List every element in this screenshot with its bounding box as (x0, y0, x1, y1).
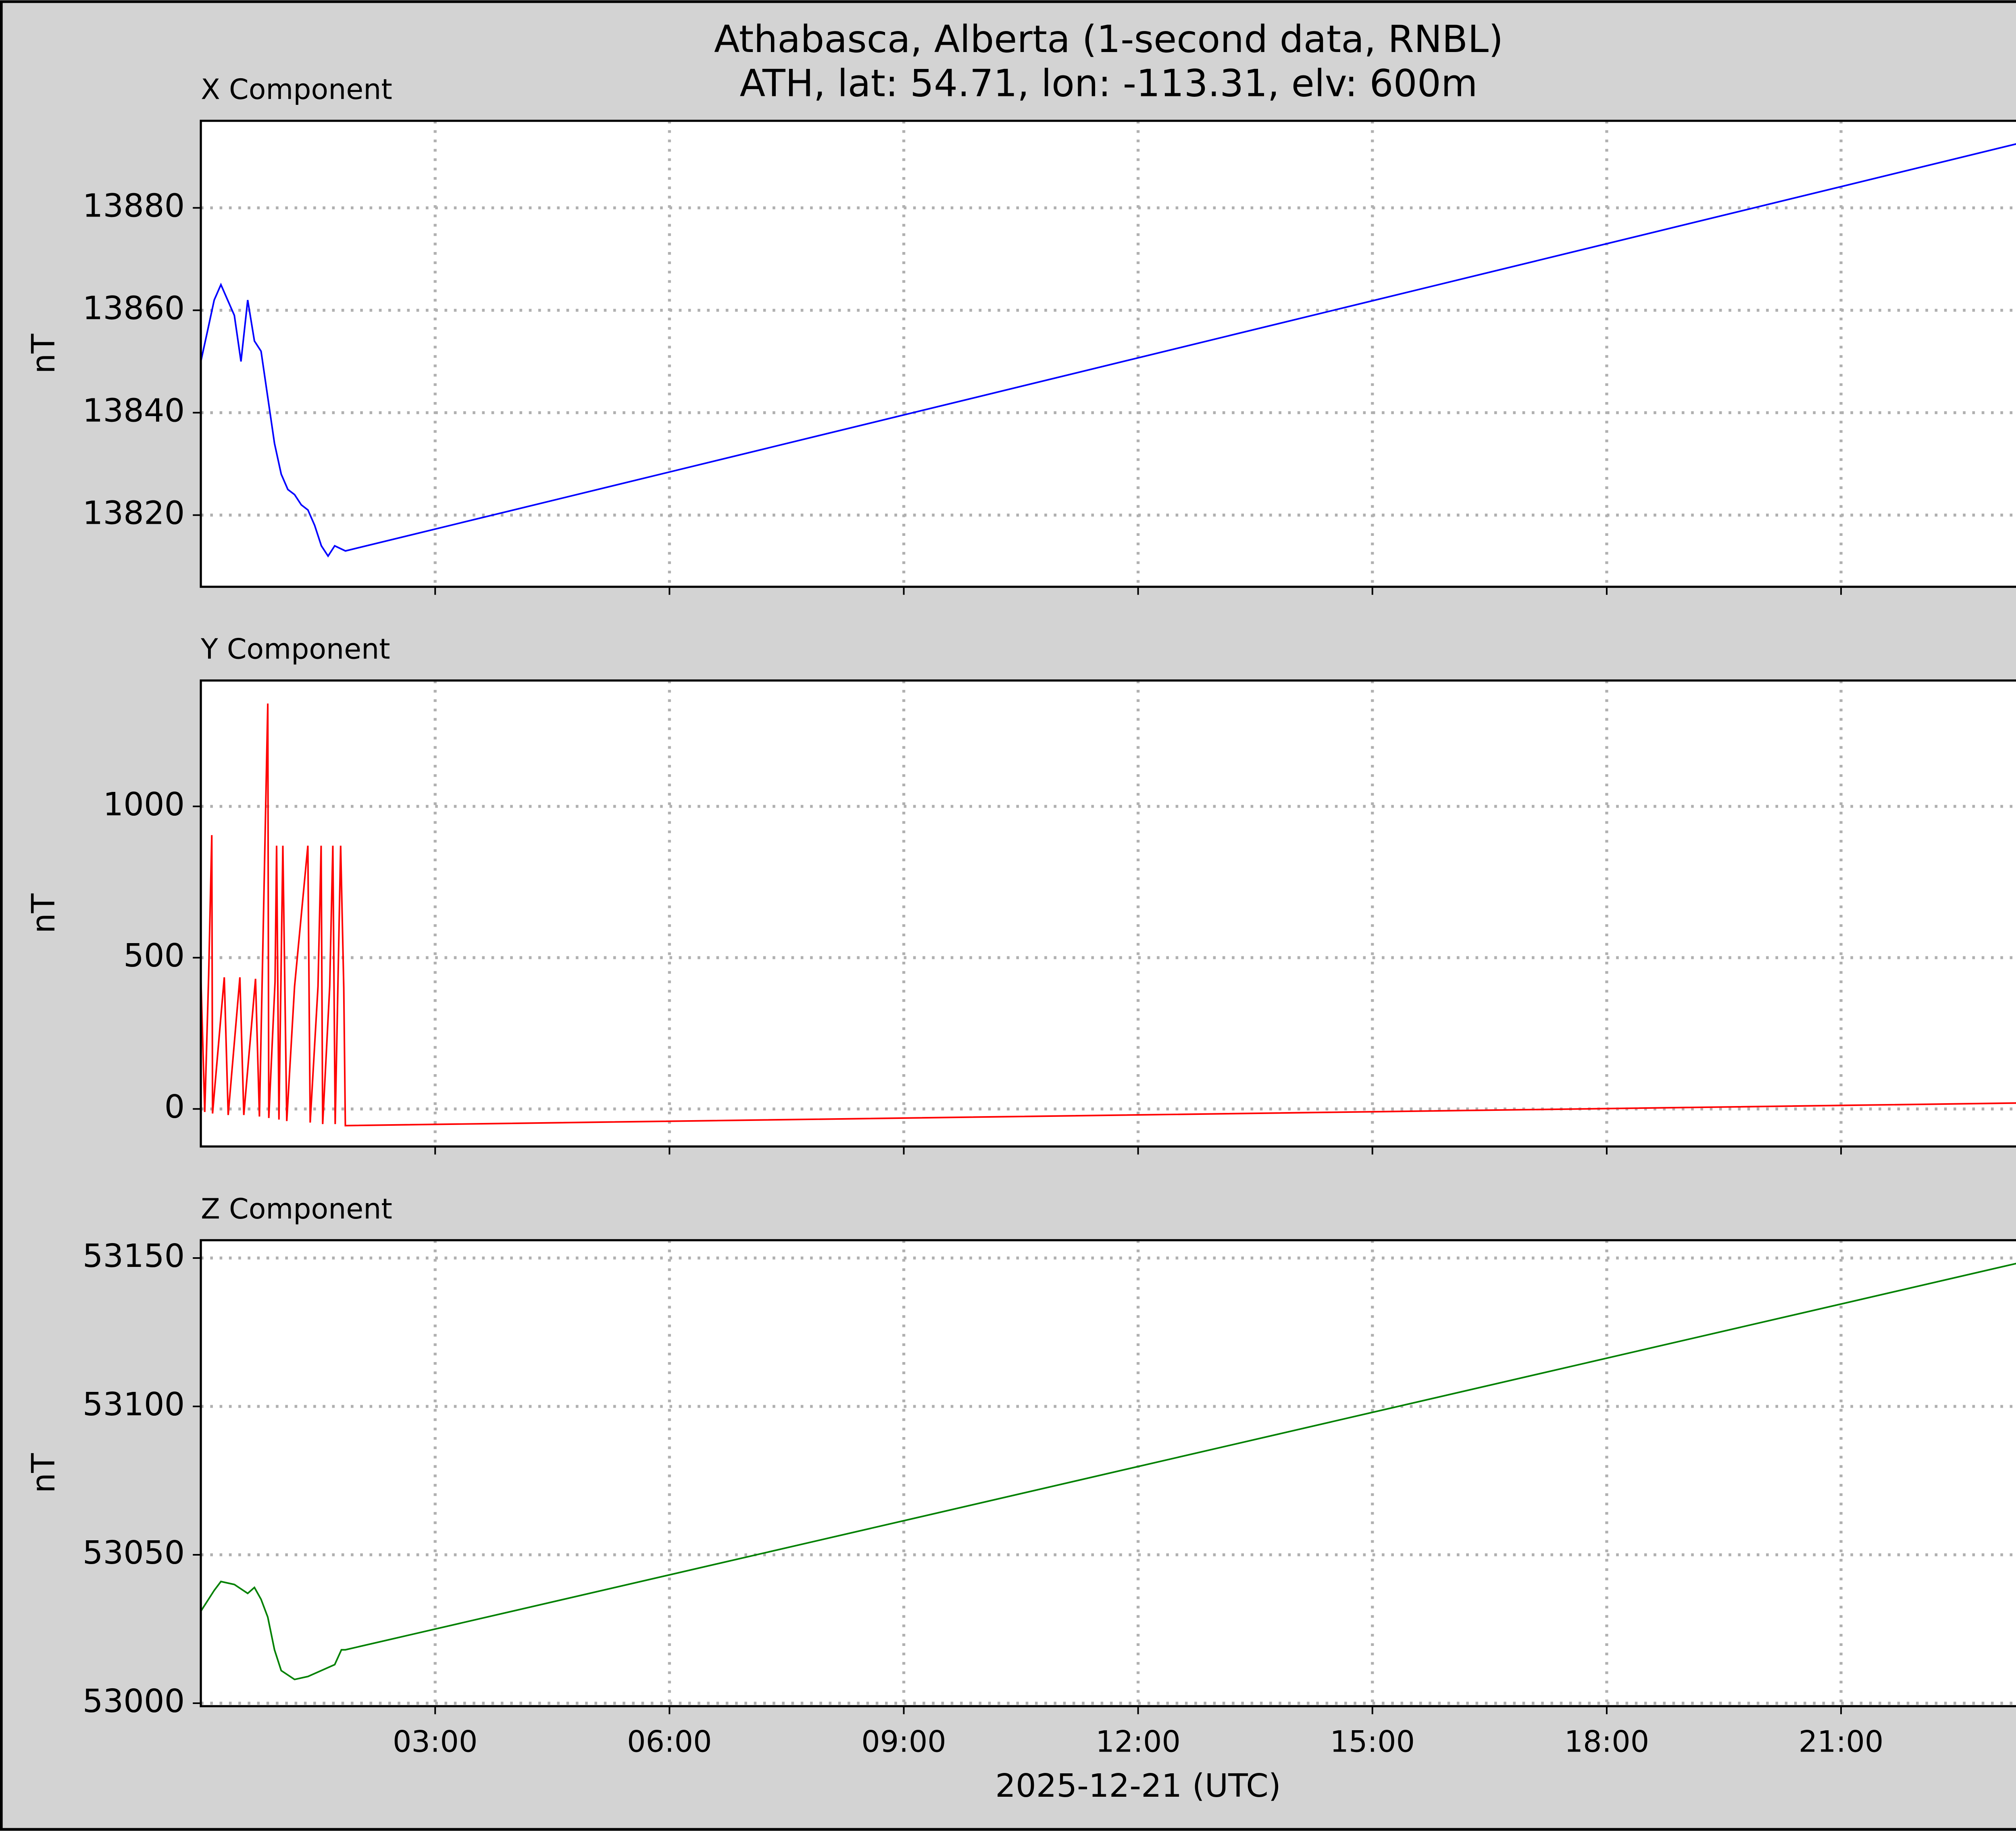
y-tick-label: 53100 (83, 1385, 185, 1423)
y-axis-label: nT (25, 1453, 62, 1494)
plot-area (201, 680, 2016, 1147)
panel-title: Y Component (200, 633, 390, 666)
plot-frame (200, 679, 2016, 1148)
x-tick-label: 15:00 (1330, 1725, 1415, 1759)
x-tick-label: 03:00 (393, 1725, 478, 1759)
panel-title: X Component (201, 73, 392, 106)
y-tick-label: 0 (165, 1088, 185, 1125)
y-tick-label: 13880 (83, 187, 185, 224)
y-tick-label: 1000 (103, 785, 185, 823)
panel-title: Z Component (201, 1193, 392, 1225)
x-tick-label: 09:00 (861, 1725, 946, 1759)
x-tick-label: 18:00 (1564, 1725, 1649, 1759)
x-tick-label: 12:00 (1095, 1725, 1181, 1759)
plot-frame (200, 1239, 2016, 1708)
y-axis-label: nT (25, 334, 62, 374)
plot-frame (200, 119, 2016, 588)
y-tick-label: 500 (123, 937, 185, 974)
figure-subtitle: ATH, lat: 54.71, lon: -113.31, elv: 600m (740, 62, 1478, 105)
y-tick-label: 13840 (83, 392, 185, 429)
x-axis-label: 2025-12-21 (UTC) (995, 1767, 1281, 1804)
y-tick-label: 53050 (83, 1534, 185, 1571)
x-tick-label: 06:00 (627, 1725, 712, 1759)
y-tick-label: 53000 (83, 1682, 185, 1720)
data-line (201, 1262, 2016, 1681)
figure-title: Athabasca, Alberta (1-second data, RNBL) (714, 17, 1503, 61)
y-axis-label: nT (25, 894, 62, 934)
x-tick-label: 21:00 (1799, 1725, 1884, 1759)
y-tick-label: 13820 (83, 494, 185, 531)
y-tick-label: 13860 (83, 289, 185, 327)
plot-area (201, 121, 2016, 587)
data-line (201, 703, 2016, 1127)
y-tick-label: 53150 (83, 1237, 185, 1275)
data-line (201, 143, 2016, 558)
